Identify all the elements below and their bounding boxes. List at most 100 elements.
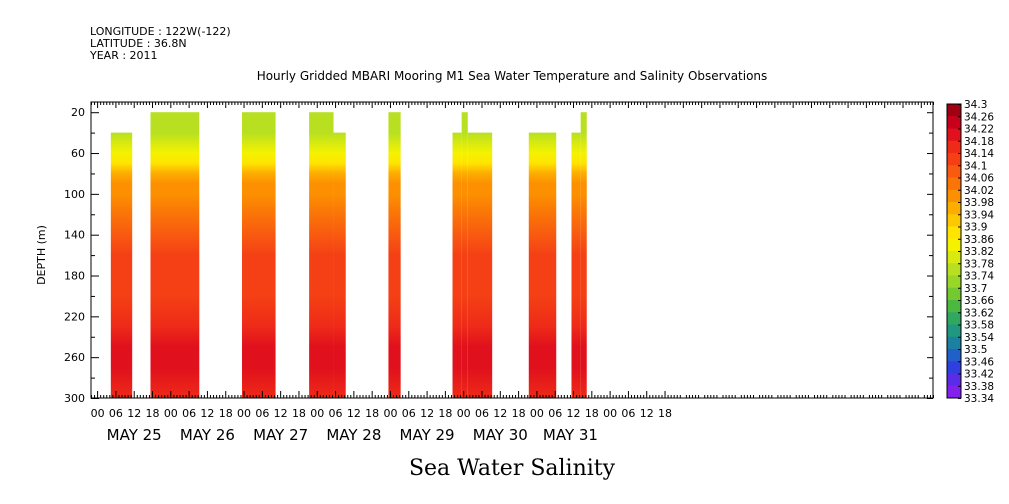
colorbar-label: 33.86 [964,234,994,246]
colorbar-cell [947,361,961,374]
colorbar-label: 33.78 [964,258,994,270]
colorbar-cell [947,336,961,350]
day-label: MAY 27 [253,426,308,444]
colorbar-cell [947,177,961,191]
colorbar-label: 34.1 [964,160,987,172]
y-tick-label: 260 [64,351,85,364]
colorbar-label: 33.7 [964,283,987,295]
x-tick-label: 00 [164,407,178,420]
x-tick-label: 12 [640,407,654,420]
y-axis-title: DEPTH (m) [35,225,48,285]
colorbar-label: 33.38 [964,381,994,393]
x-tick-label: 18 [292,407,306,420]
day-label: MAY 26 [180,426,235,444]
x-tick-label: 06 [475,407,489,420]
longitude-label: LONGITUDE : 122W(-122) [90,25,231,38]
colorbar-legend: 34.334.2634.2234.1834.1434.134.0634.0233… [946,99,994,405]
colorbar-label: 34.22 [964,124,994,136]
data-block [528,132,557,398]
colorbar-cell [947,238,961,252]
colorbar-label: 33.58 [964,320,994,332]
colorbar-cell [947,324,961,338]
x-tick-label: 12 [127,407,141,420]
data-block [242,112,276,398]
colorbar-label: 33.82 [964,246,994,258]
y-tick-label: 100 [64,188,85,201]
data-block [571,132,581,398]
x-tick-label: 06 [182,407,196,420]
colorbar-label: 33.34 [964,393,994,405]
plot-frame [90,101,934,399]
data-block [467,132,493,398]
y-tick-label: 180 [64,270,85,283]
colorbar-cell [947,287,961,301]
x-tick-label: 00 [237,407,251,420]
colorbar-cell [947,104,961,117]
data-block [388,112,401,398]
x-tick-label: 00 [457,407,471,420]
colorbar-cell [947,349,961,362]
colorbar-cell [947,165,961,178]
data-block [452,132,462,398]
x-tick-label: 06 [109,407,123,420]
y-tick-label: 300 [64,392,85,405]
x-tick-label: 12 [274,407,288,420]
colorbar-label: 34.3 [964,99,987,111]
x-tick-label: 00 [91,407,105,420]
colorbar-cell [947,373,961,387]
y-tick-label: 60 [71,147,85,160]
year-label: YEAR : 2011 [89,49,158,62]
colorbar-label: 33.62 [964,307,994,319]
x-tick-label: 18 [658,407,672,420]
colorbar-label: 34.14 [964,148,994,160]
x-tick-label: 18 [512,407,526,420]
colorbar-cell [947,189,961,203]
x-tick-label: 12 [567,407,581,420]
data-block [333,132,346,398]
x-tick-label: 18 [365,407,379,420]
colorbar-cell [947,140,961,154]
colorbar-label: 33.5 [964,344,987,356]
x-tick-label: 06 [621,407,635,420]
colorbar-cell [947,226,961,240]
salinity-data-blocks [110,112,587,398]
y-axis-ticks: 20 60 100 140 180 220 260 300 [64,106,99,405]
day-label: MAY 30 [473,426,528,444]
colorbar-label: 33.74 [964,271,994,283]
x-tick-label: 12 [347,407,361,420]
x-tick-label: 12 [200,407,214,420]
colorbar-label: 33.98 [964,197,994,209]
y-tick-label: 220 [64,310,85,323]
x-tick-label: 00 [530,407,544,420]
x-axis-ticks: 00 06 12 18 00 06 12 18 00 06 12 18 00 06 12 18 00 06 12 18… [91,391,934,444]
colorbar-cell [947,116,961,129]
day-label: MAY 28 [326,426,381,444]
chart-title: Hourly Gridded MBARI Mooring M1 Sea Wate… [257,69,768,83]
colorbar-cell [947,153,961,166]
x-tick-label: 00 [603,407,617,420]
y-tick-label: 20 [71,106,85,119]
colorbar-cell [947,202,961,215]
x-tick-label: 12 [420,407,434,420]
x-tick-label: 12 [493,407,507,420]
data-block [461,112,468,398]
colorbar-label: 33.42 [964,369,994,381]
colorbar-cell [947,385,961,399]
variable-title: Sea Water Salinity [409,456,616,481]
colorbar-cell [947,300,961,313]
x-tick-label: 18 [146,407,160,420]
colorbar-label: 33.66 [964,295,994,307]
x-tick-label: 00 [383,407,397,420]
data-block [309,112,334,398]
colorbar-label: 33.46 [964,356,994,368]
day-label: MAY 29 [400,426,455,444]
data-block [110,132,133,398]
colorbar-cell [947,128,961,142]
plot-axes [90,101,934,399]
x-tick-label: 18 [438,407,452,420]
colorbar-cell [947,214,961,227]
x-tick-label: 06 [329,407,343,420]
colorbar-label: 34.02 [964,185,994,197]
colorbar-cell [947,251,961,264]
colorbar-label: 33.94 [964,209,994,221]
